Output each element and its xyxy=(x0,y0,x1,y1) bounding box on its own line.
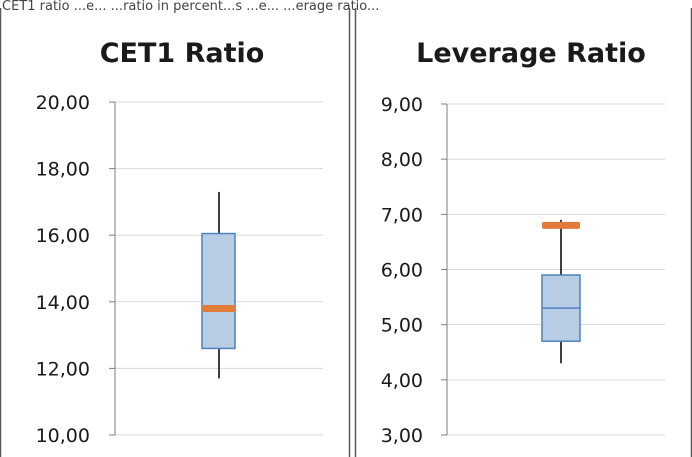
cet1-chart-title: CET1 Ratio xyxy=(100,38,265,69)
leverage-tick-label: 7,00 xyxy=(381,204,423,226)
leverage-tick-label: 9,00 xyxy=(381,94,423,116)
leverage-tick-label: 3,00 xyxy=(381,425,423,447)
leverage-chart-panel: Leverage Ratio 3,00 4,00 5,00 6,00 7,00 8,00 9,… xyxy=(354,8,692,457)
cet1-value-marker xyxy=(202,304,235,312)
leverage-tick-label: 8,00 xyxy=(381,149,423,171)
cet1-tick-label: 12,00 xyxy=(36,358,90,380)
leverage-tick-label: 6,00 xyxy=(381,260,423,282)
cet1-box xyxy=(201,232,236,350)
cet1-tick-label: 20,00 xyxy=(36,92,90,114)
figure-caption: CET1 ratio ...e... ...ratio in percent..… xyxy=(2,0,379,14)
cet1-tick-label: 14,00 xyxy=(36,292,90,314)
leverage-tick-label: 4,00 xyxy=(381,370,423,392)
leverage-chart-title: Leverage Ratio xyxy=(416,38,646,69)
leverage-tick-label: 5,00 xyxy=(381,315,423,337)
cet1-tick-label: 18,00 xyxy=(36,159,90,181)
cet1-tick-label: 10,00 xyxy=(36,425,90,447)
leverage-value-marker xyxy=(542,221,580,229)
cet1-tick-label: 16,00 xyxy=(36,225,90,247)
cet1-chart-panel: CET1 Ratio 10,00 12,00 14,00 16,00 18,00 20,00 xyxy=(0,8,351,457)
